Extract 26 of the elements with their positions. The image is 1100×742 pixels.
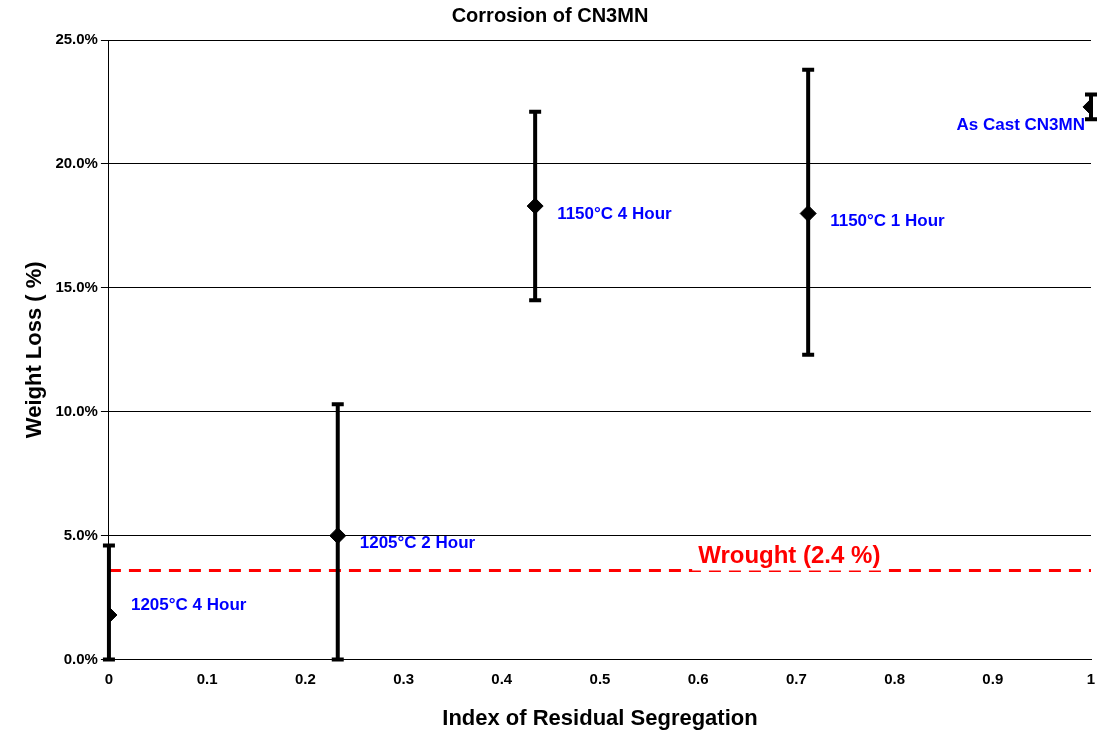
y-tick-label: 0.0% — [63, 649, 98, 667]
x-tick-label: 0.4 — [491, 669, 513, 687]
y-tick-label: 10.0% — [55, 401, 98, 419]
ref-line-label: Wrought (2.4 %) — [698, 541, 881, 568]
x-tick-label: 1 — [1086, 669, 1096, 687]
annotation: 1150°C 4 Hour — [557, 203, 673, 223]
x-tick-label: 0.9 — [982, 669, 1004, 687]
annotation: 1205°C 4 Hour — [130, 594, 247, 614]
annotation: 1205°C 2 Hour — [359, 533, 476, 553]
x-tick-label: 0.8 — [884, 669, 906, 687]
y-tick-label: 5.0% — [63, 525, 98, 543]
x-tick-label: 0.7 — [785, 669, 807, 687]
chart-title: Corrosion of CN3MN — [451, 3, 649, 26]
y-axis-title: Weight Loss ( %) — [21, 261, 47, 439]
x-tick-label: 0.1 — [196, 669, 218, 687]
x-tick-label: 0.5 — [589, 669, 611, 687]
annotation: As Cast CN3MN — [956, 114, 1085, 134]
x-tick-label: 0.2 — [294, 669, 316, 687]
y-tick-label: 20.0% — [55, 154, 98, 172]
x-tick-label: 0.6 — [687, 669, 709, 687]
x-axis-title: Index of Residual Segregation — [442, 704, 758, 730]
y-tick-label: 15.0% — [55, 277, 98, 295]
y-tick-label: 25.0% — [55, 30, 98, 48]
x-tick-label: 0.3 — [393, 669, 414, 687]
annotation: 1150°C 1 Hour — [830, 211, 946, 231]
x-tick-label: 0 — [104, 669, 114, 687]
